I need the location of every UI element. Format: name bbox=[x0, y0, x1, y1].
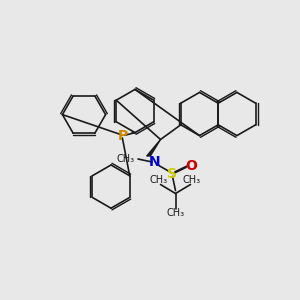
Text: CH₃: CH₃ bbox=[150, 175, 168, 185]
Text: CH₃: CH₃ bbox=[167, 208, 184, 218]
Polygon shape bbox=[147, 140, 160, 156]
Text: P: P bbox=[118, 129, 128, 142]
Text: CH₃: CH₃ bbox=[116, 154, 134, 164]
Text: CH₃: CH₃ bbox=[183, 175, 201, 185]
Text: S: S bbox=[167, 167, 178, 181]
Text: N: N bbox=[149, 155, 160, 169]
Text: O: O bbox=[185, 159, 197, 173]
